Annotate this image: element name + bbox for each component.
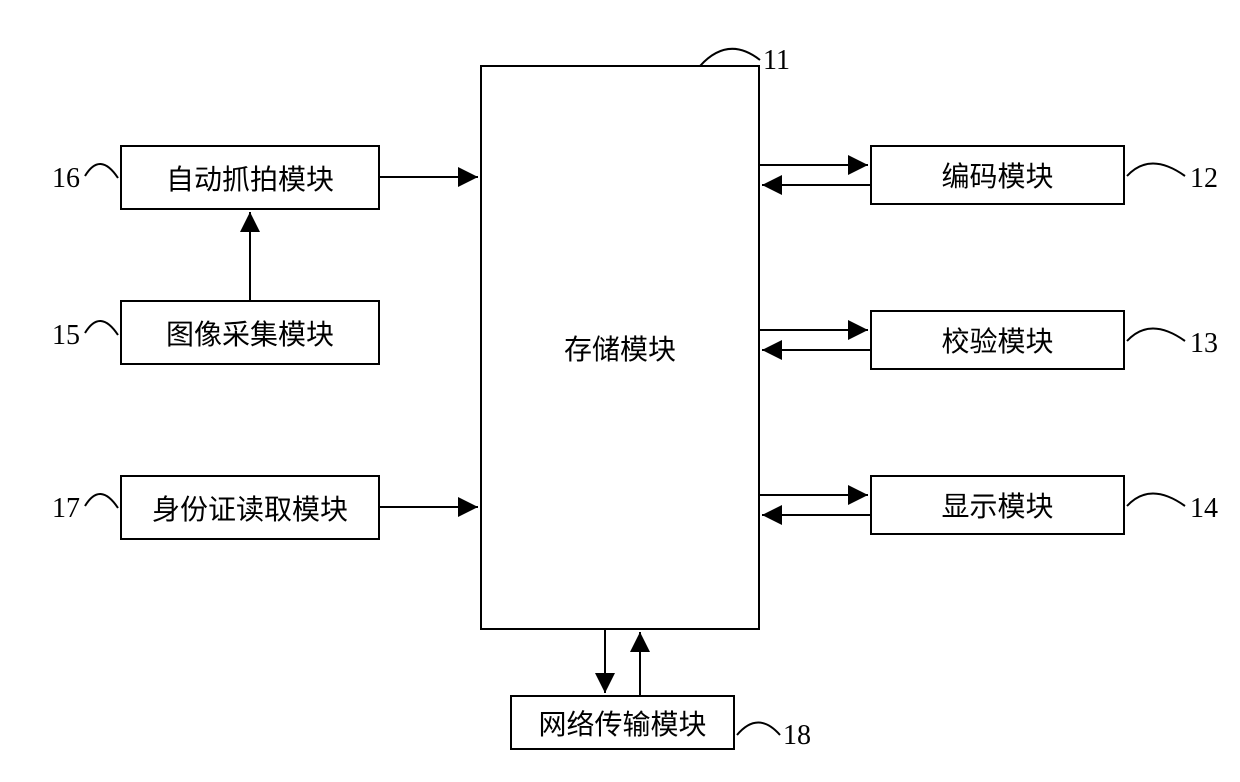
diagram-container: 存储模块 自动抓拍模块 图像采集模块 身份证读取模块 编码模块 校验模块 显示模… xyxy=(0,0,1240,782)
arrows-svg xyxy=(0,0,1240,782)
